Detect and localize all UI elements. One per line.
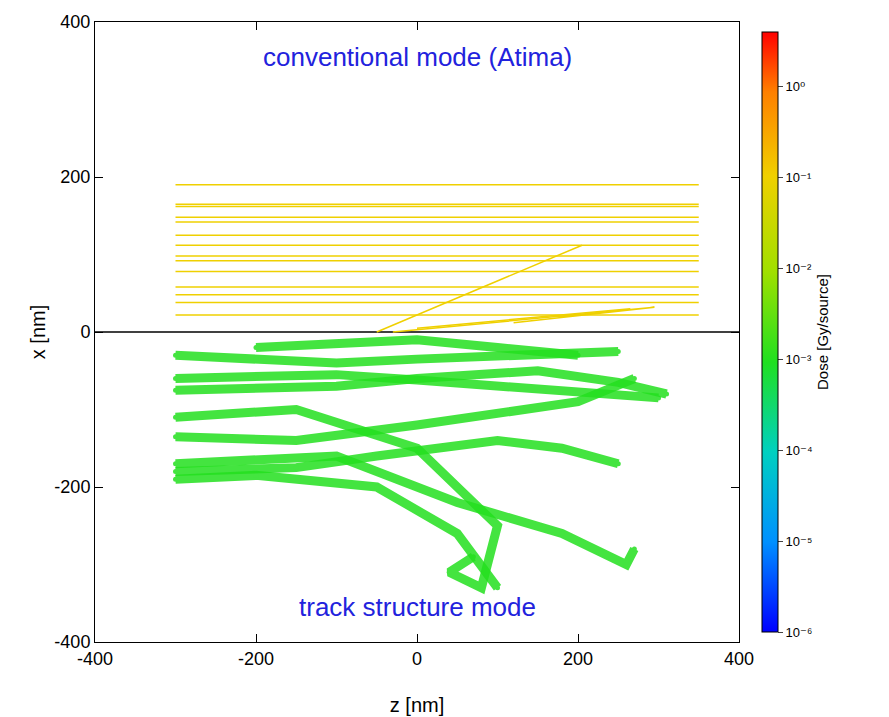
svg-text:10⁻⁴: 10⁻⁴ — [786, 443, 813, 458]
svg-text:-200: -200 — [54, 477, 90, 497]
svg-text:10⁻²: 10⁻² — [786, 261, 812, 276]
svg-text:400: 400 — [60, 12, 90, 32]
svg-text:10⁻⁵: 10⁻⁵ — [786, 534, 813, 549]
svg-text:-200: -200 — [238, 649, 274, 669]
svg-text:0: 0 — [80, 322, 90, 342]
svg-text:200: 200 — [60, 167, 90, 187]
svg-text:z [nm]: z [nm] — [390, 694, 444, 716]
svg-text:400: 400 — [724, 649, 754, 669]
svg-text:-400: -400 — [54, 632, 90, 652]
svg-text:10⁻⁶: 10⁻⁶ — [786, 625, 813, 640]
svg-text:x [nm]: x [nm] — [27, 305, 49, 359]
svg-text:conventional mode (Atima): conventional mode (Atima) — [263, 42, 572, 72]
svg-text:Dose [Gy/source]: Dose [Gy/source] — [814, 274, 831, 390]
svg-text:10⁰: 10⁰ — [786, 79, 806, 94]
svg-text:200: 200 — [563, 649, 593, 669]
svg-text:track structure mode: track structure mode — [299, 592, 536, 622]
svg-text:0: 0 — [412, 649, 422, 669]
svg-text:10⁻³: 10⁻³ — [786, 352, 812, 367]
svg-text:-400: -400 — [77, 649, 113, 669]
svg-text:10⁻¹: 10⁻¹ — [786, 170, 812, 185]
